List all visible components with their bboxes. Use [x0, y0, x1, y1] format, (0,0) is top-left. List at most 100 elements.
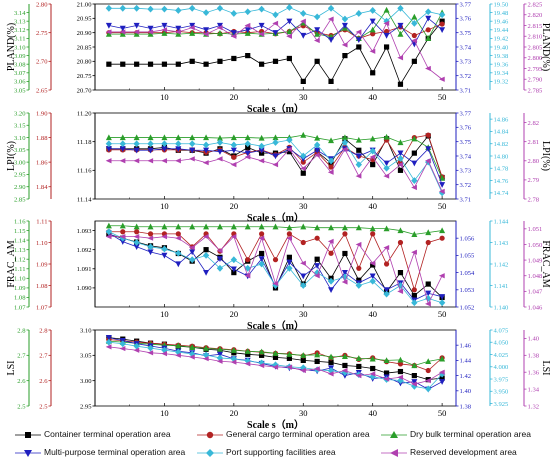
y-tick-label: 2.825 — [528, 1, 544, 8]
data-point — [425, 367, 431, 374]
series-4 — [105, 15, 446, 48]
data-point — [216, 22, 223, 29]
data-point — [328, 353, 335, 360]
y-tick-label: 2.95 — [14, 172, 26, 179]
data-point — [119, 146, 126, 153]
y-tick-label: 1.055 — [460, 253, 476, 260]
data-point — [327, 371, 334, 377]
data-point — [133, 147, 140, 154]
data-point — [313, 273, 320, 279]
data-point — [231, 154, 237, 160]
data-point — [133, 244, 140, 250]
data-point — [202, 31, 209, 37]
y-tick-label: 2.70 — [36, 59, 48, 66]
series-6 — [105, 344, 445, 387]
data-point — [258, 31, 265, 37]
data-point — [161, 134, 168, 141]
data-point — [189, 58, 195, 64]
x-tick-label: 40 — [368, 309, 377, 319]
y-tick-label: 1.07 — [14, 304, 26, 311]
y-tick-label: 2.81 — [528, 139, 540, 146]
x-tick-label: 10 — [160, 201, 169, 211]
x-tick-label: 20 — [230, 201, 239, 211]
data-point — [120, 61, 126, 67]
data-point — [411, 287, 417, 293]
y-tick-label: 14.84 — [494, 129, 510, 136]
y-tick-label: 1.10 — [36, 240, 48, 247]
data-point — [300, 165, 306, 172]
data-point — [300, 357, 306, 363]
legend-label: Reserved development area — [410, 447, 517, 457]
data-point — [328, 359, 334, 366]
y-tick-label: 1.141 — [494, 283, 509, 290]
data-point — [397, 150, 404, 157]
data-point — [425, 290, 432, 297]
legend-marker-triangle-down-icon — [15, 450, 41, 457]
data-point — [272, 139, 279, 146]
data-point — [411, 58, 417, 64]
data-point — [425, 239, 431, 246]
data-point — [133, 342, 140, 350]
y-axis-left-1: 2.5 2.6 2.7 2.8 — [39, 327, 52, 410]
data-point — [383, 225, 390, 232]
y-tick-label: 20.70 — [77, 87, 93, 94]
data-point — [411, 37, 417, 44]
data-point — [230, 256, 238, 264]
data-point — [231, 270, 237, 276]
y-tick-label: 3.925 — [494, 401, 510, 408]
y-tick-label: 3.10 — [14, 44, 26, 51]
data-point — [272, 223, 279, 230]
data-point — [272, 354, 279, 360]
data-point — [272, 58, 279, 64]
data-point — [369, 260, 376, 266]
data-point — [147, 147, 154, 154]
data-point — [383, 160, 390, 167]
x-tick-label: 30 — [299, 92, 308, 102]
data-point — [216, 30, 223, 36]
legend-marker-triangle-up-icon — [381, 431, 407, 438]
data-point — [161, 158, 168, 164]
data-point — [425, 358, 432, 365]
y-tick-label: 3.07 — [14, 70, 26, 77]
data-point — [383, 44, 390, 50]
data-point — [272, 153, 279, 160]
data-point — [369, 154, 376, 160]
data-point — [300, 223, 307, 230]
y-tick-label: 1.40 — [528, 336, 540, 343]
data-point — [231, 55, 237, 62]
data-point — [439, 27, 446, 33]
data-point — [119, 140, 126, 148]
data-point — [341, 22, 348, 29]
y-tick-label: 2.805 — [528, 44, 544, 51]
data-point — [313, 366, 320, 372]
data-point — [230, 359, 237, 365]
y-axis-left-1: 2.65 2.70 2.75 2.80 — [36, 1, 52, 94]
data-point — [230, 33, 237, 39]
y-tick-label: 1.84 — [36, 184, 48, 191]
data-point — [383, 20, 390, 26]
data-point — [439, 227, 446, 234]
x-tick-label: 30 — [299, 309, 308, 319]
data-point — [175, 146, 182, 153]
y-tick-label: 1.049 — [528, 257, 544, 264]
data-point — [230, 162, 237, 168]
series-line — [108, 231, 443, 304]
y-axis-left-2: 2.95 3.00 3.05 3.10 — [80, 327, 96, 410]
data-point — [147, 5, 154, 13]
y-tick-label: 2.6 — [17, 378, 26, 385]
data-point — [411, 362, 418, 369]
data-point — [383, 287, 390, 293]
data-point — [438, 188, 445, 194]
data-point — [300, 352, 307, 358]
y-tick-label: 2.785 — [528, 87, 544, 94]
data-point — [397, 55, 404, 61]
y-axis-left-0: 3.053.06 3.073.08 3.09 3.103.11 3.123.13 3.14 — [14, 4, 30, 94]
data-point — [244, 22, 251, 29]
y-tick-label: 2.820 — [528, 12, 544, 19]
y-tick-label: 2.795 — [528, 66, 544, 73]
y-tick-label: 2.5 — [17, 403, 26, 410]
data-point — [342, 250, 348, 257]
x-axis-label: Scale s（m） — [247, 319, 304, 332]
data-point — [314, 58, 320, 64]
